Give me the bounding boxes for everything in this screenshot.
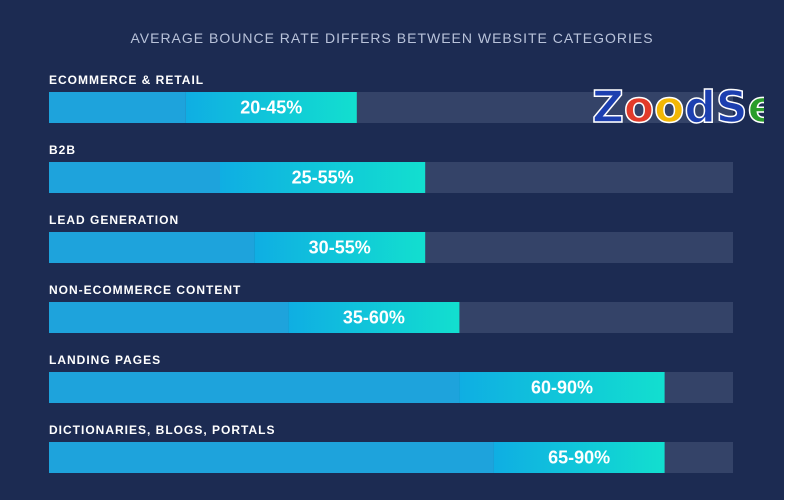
bar-base-segment <box>49 232 255 263</box>
logo-letter: o <box>654 82 684 133</box>
range-value-label: 60-90% <box>531 378 593 398</box>
bar-range-segment <box>493 442 665 473</box>
category-label: LEAD GENERATION <box>49 213 179 227</box>
svg-text:ZoodSeo: ZoodSeo <box>592 82 764 133</box>
chart-title: AVERAGE BOUNCE RATE DIFFERS BETWEEN WEBS… <box>130 30 654 46</box>
category-label: LANDING PAGES <box>49 353 161 367</box>
bar-range-segment <box>220 162 426 193</box>
category-label: ECOMMERCE & RETAIL <box>49 73 204 87</box>
category-label: DICTIONARIES, BLOGS, PORTALS <box>49 423 275 437</box>
logo-letter: o <box>624 82 654 133</box>
bar-base-segment <box>49 372 460 403</box>
range-value-label: 20-45% <box>240 98 302 118</box>
bar-base-segment <box>49 302 289 333</box>
logo-letter: d <box>684 82 716 133</box>
bar-base-segment <box>49 162 220 193</box>
bar-base-segment <box>49 442 494 473</box>
image-edge <box>784 0 800 500</box>
range-value-label: 65-90% <box>548 448 610 468</box>
bar-base-segment <box>49 92 186 123</box>
range-value-label: 30-55% <box>309 238 371 258</box>
zoodseo-logo-mark: ZoodSeo <box>591 81 800 134</box>
bar-range-segment <box>254 232 426 263</box>
bar-range-segment <box>459 372 665 403</box>
category-label: NON-ECOMMERCE CONTENT <box>49 283 241 297</box>
range-value-label: 35-60% <box>343 308 405 328</box>
category-label: B2B <box>49 143 76 157</box>
bar-range-segment <box>185 92 357 123</box>
zoodseo-logo: ZoodSeo <box>588 64 800 144</box>
range-value-label: 25-55% <box>292 168 354 188</box>
bar-range-segment <box>288 302 460 333</box>
logo-letter: e <box>748 82 764 133</box>
logo-letter: Z <box>592 82 624 133</box>
logo-letter: S <box>716 82 748 133</box>
